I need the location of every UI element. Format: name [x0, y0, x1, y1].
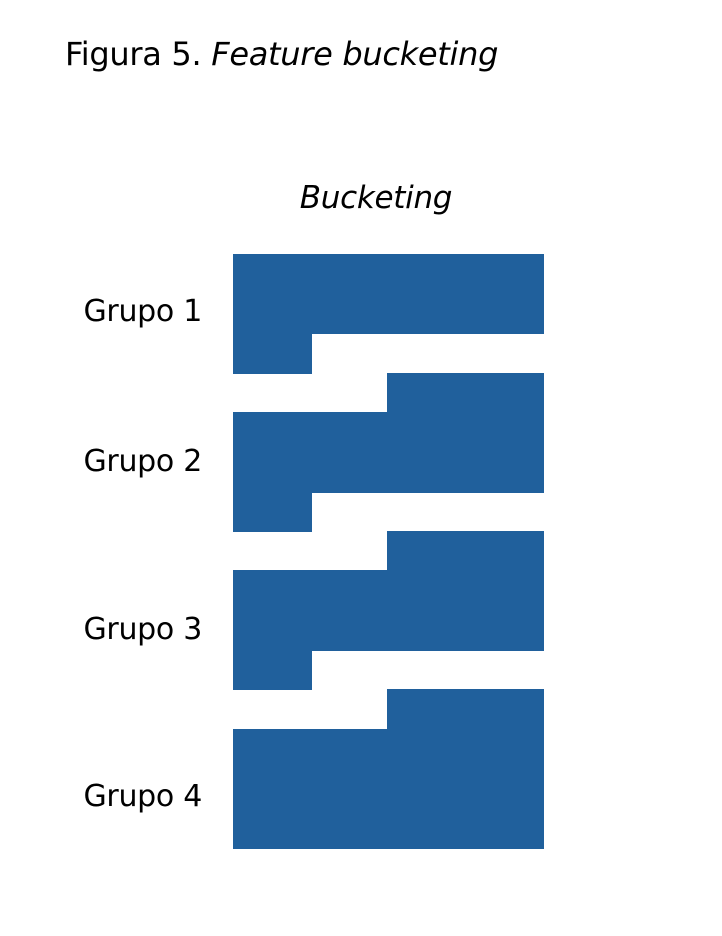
- bucket-shape-2: [233, 373, 544, 532]
- bucket-shape-3: [233, 531, 544, 690]
- group-label-3: Grupo 3: [83, 612, 202, 647]
- group-label-2: Grupo 2: [83, 444, 202, 479]
- bucket-shape-4: [233, 689, 544, 849]
- figure-title: Feature bucketing: [211, 35, 499, 73]
- diagram-heading: Bucketing: [299, 180, 453, 216]
- figure-number: Figura 5.: [65, 35, 202, 73]
- bucket-shape-1: [233, 254, 544, 374]
- figure-caption: Figura 5. Feature bucketing: [65, 30, 498, 78]
- group-label-4: Grupo 4: [83, 779, 202, 814]
- group-label-1: Grupo 1: [83, 294, 202, 329]
